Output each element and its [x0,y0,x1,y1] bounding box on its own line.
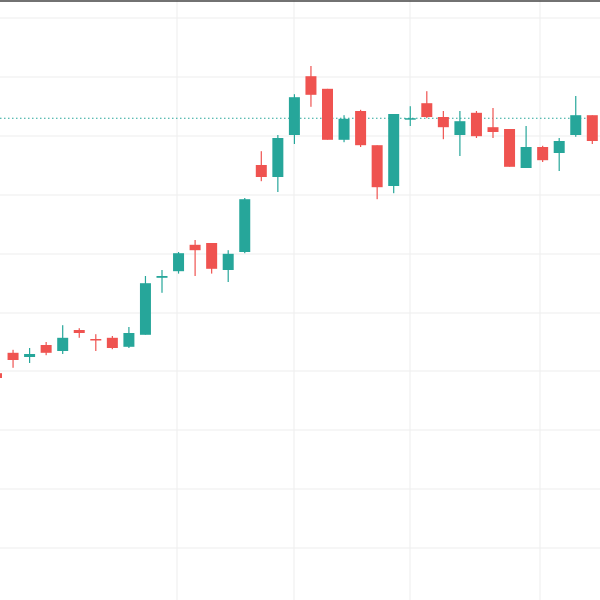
candle-body [222,253,234,270]
candle-body [40,345,52,353]
candle [0,373,2,378]
candle [504,129,516,167]
candle-body [322,88,333,140]
candle-body [421,103,433,117]
candle-body [355,111,367,146]
candle [123,327,135,348]
candle [7,349,19,368]
candle-body [553,141,565,153]
candle-body [437,117,449,128]
candle [553,138,565,171]
candle-body [173,253,185,272]
candle [173,252,185,274]
candle [40,342,52,356]
candle [437,111,449,140]
candle-body [123,333,135,347]
candle [338,115,350,143]
candle-body [470,112,482,137]
candle [24,348,36,363]
candle [189,240,201,276]
candle-body [189,244,201,251]
candle-body [537,147,549,161]
candle [537,145,549,162]
candle [139,276,151,335]
candle-body [239,199,251,252]
candle-body [156,276,168,278]
candle-body [338,118,350,140]
candle [454,111,466,156]
candle-body [0,373,2,378]
candles [0,66,598,378]
candle-body [139,283,151,335]
candle-body [504,129,516,167]
candle-body [404,118,416,120]
candle-body [520,147,532,168]
candle [421,91,433,119]
candle-body [570,115,582,135]
candle-body [206,243,218,269]
candle [106,336,118,350]
candle-body [272,138,284,177]
candle [288,94,300,144]
candle [73,328,85,338]
candle [305,66,317,107]
candle-body [255,165,267,177]
candle-body [454,121,466,135]
candle [57,325,69,354]
candle [255,151,267,182]
candle [371,145,383,200]
candle [570,96,582,137]
candle [156,270,168,293]
candle [90,334,102,351]
candle-body [24,354,36,357]
candle-body [7,352,19,360]
candle [206,243,218,274]
candle [222,250,234,282]
candle [586,115,598,144]
candle-body [487,127,499,132]
candle [388,114,400,194]
candle [470,111,482,138]
candle-body [371,145,383,188]
candle-body [586,115,598,141]
candle [355,109,367,147]
candle-body [106,337,118,348]
candle-body [388,114,400,186]
candle [404,106,416,126]
candle [520,126,532,168]
candle-body [90,339,102,341]
candle-body [288,97,300,135]
candle-body [57,337,69,351]
candle [239,198,251,254]
candle-body [73,330,85,333]
candle-body [305,76,317,95]
candle [487,108,499,138]
candle [272,135,284,192]
candle [322,88,333,140]
